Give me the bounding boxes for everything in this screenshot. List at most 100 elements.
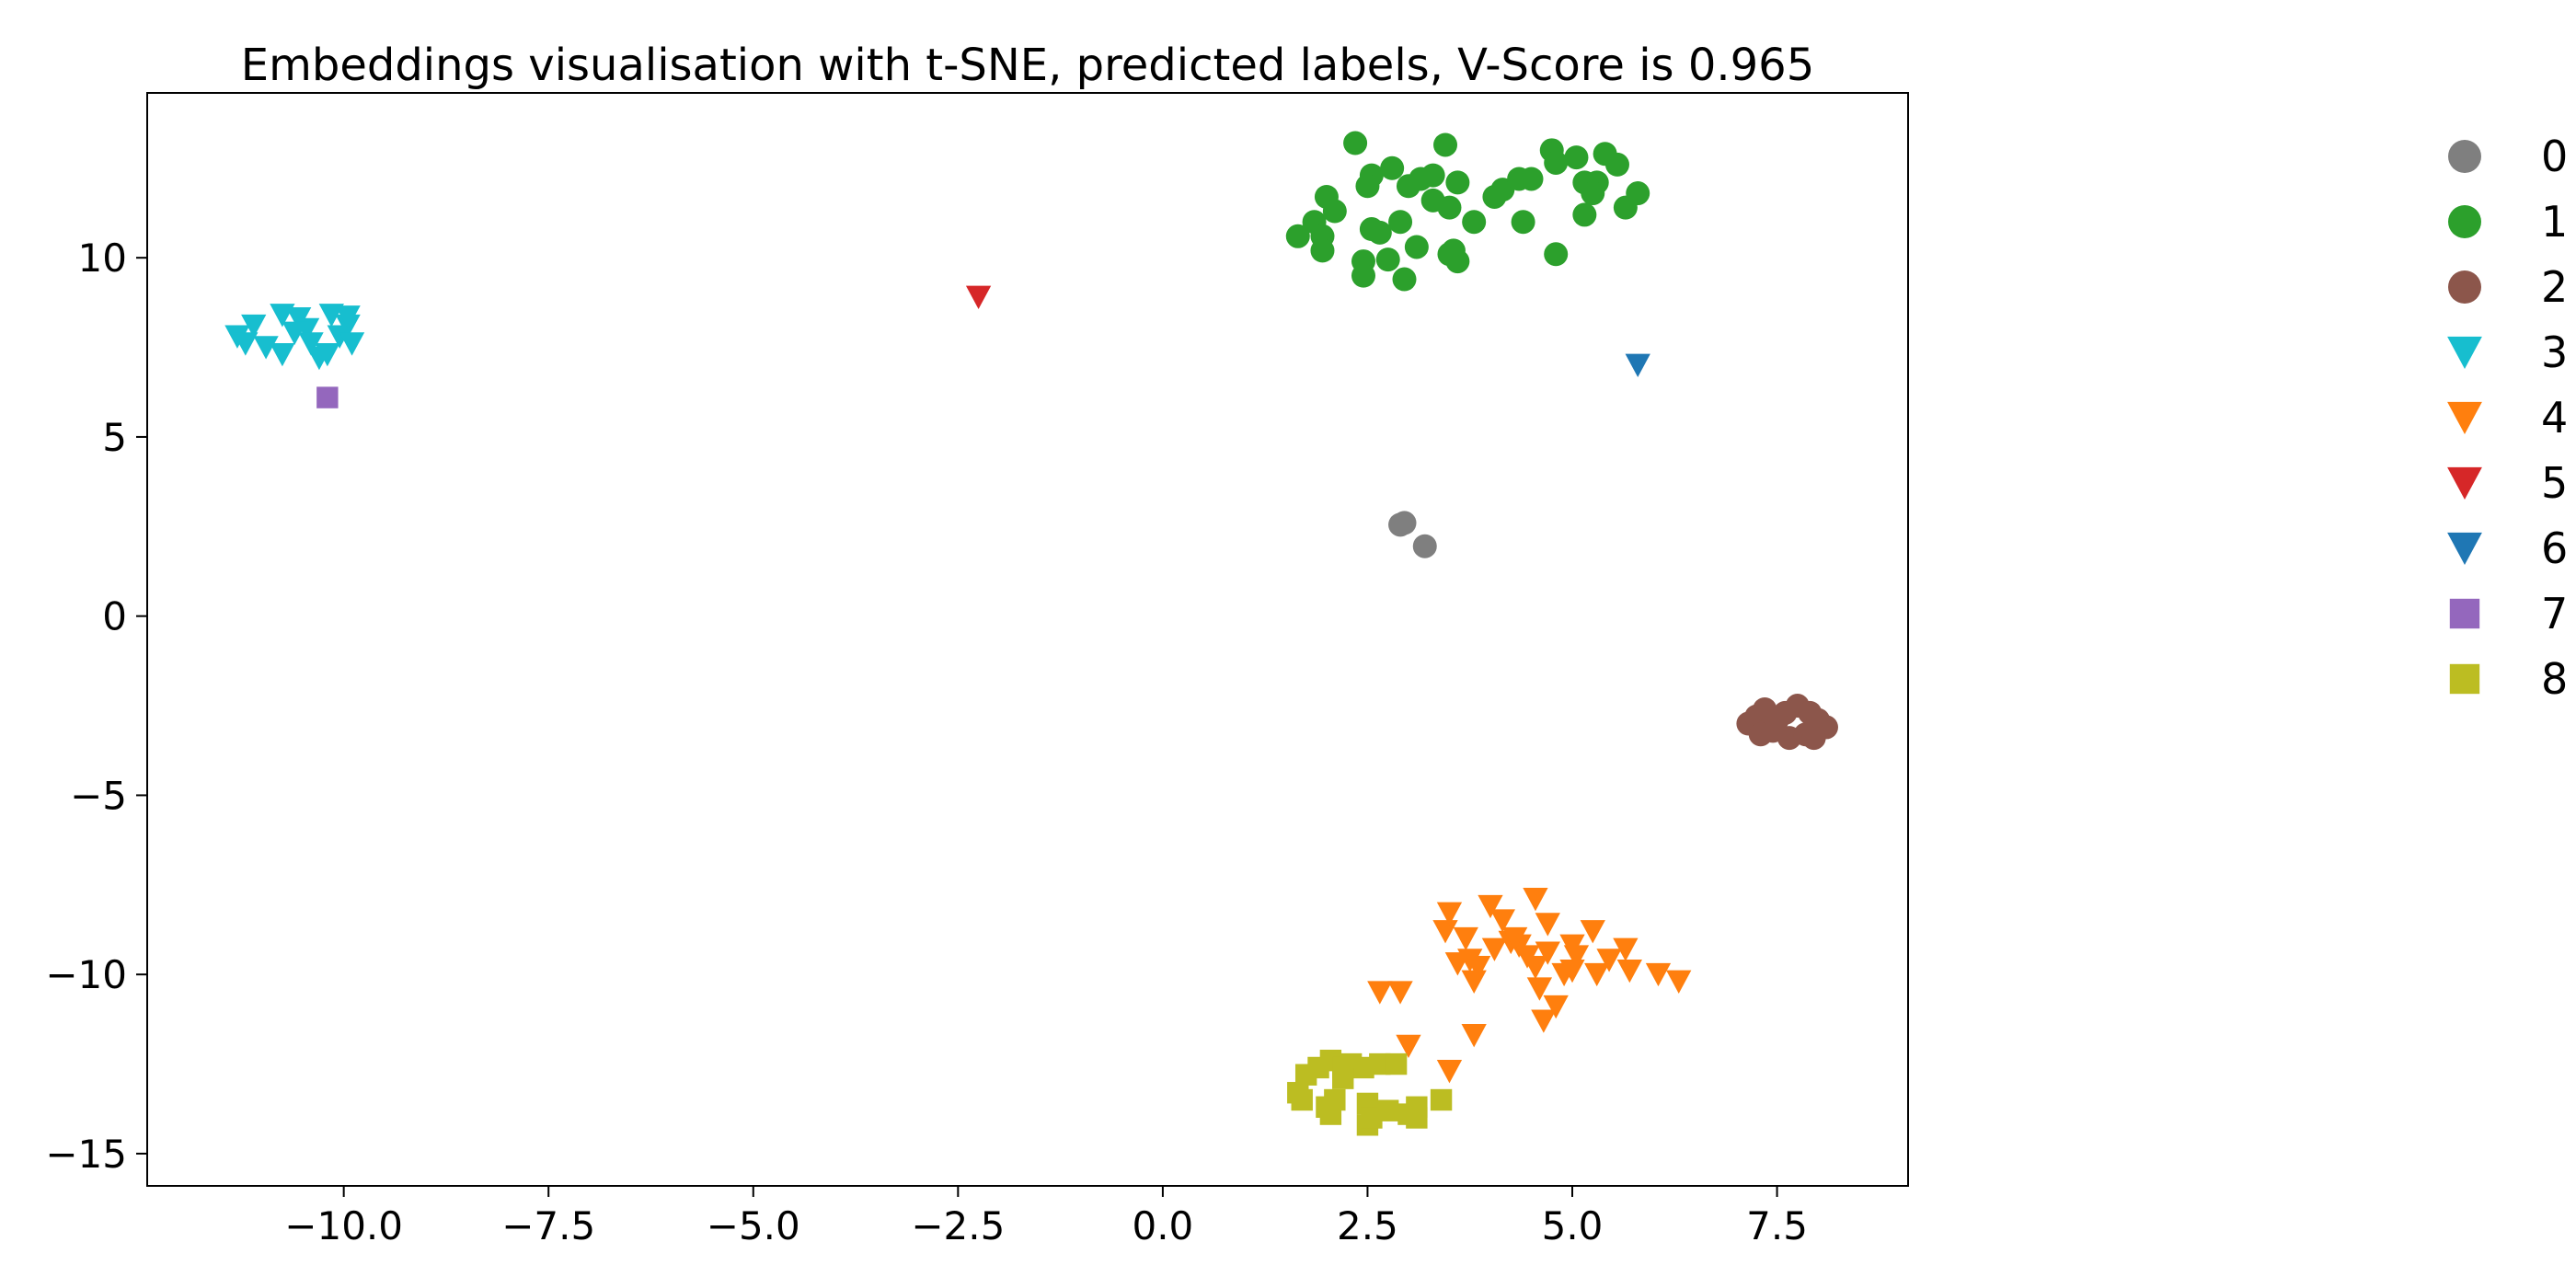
data-point-4 — [1432, 920, 1458, 944]
legend-marker — [2447, 401, 2482, 434]
series-3 — [224, 304, 365, 371]
data-point-1 — [1367, 220, 1392, 245]
x-tick-label: −2.5 — [911, 1203, 1005, 1248]
legend-label: 6 — [2541, 523, 2568, 573]
data-point-4 — [1580, 920, 1605, 944]
data-point-8 — [1361, 1107, 1383, 1129]
data-point-4 — [1616, 959, 1642, 983]
data-point-1 — [1544, 150, 1569, 175]
series-4 — [1367, 888, 1692, 1084]
data-point-3 — [253, 336, 279, 360]
data-point-2 — [1765, 707, 1789, 732]
data-point-1 — [1380, 155, 1405, 180]
data-point-4 — [1543, 995, 1569, 1019]
data-point-3 — [339, 332, 365, 356]
data-point-1 — [1351, 263, 1375, 288]
data-point-1 — [1462, 210, 1487, 235]
x-tick-label: 0.0 — [1132, 1203, 1193, 1248]
data-point-8 — [1291, 1088, 1313, 1111]
y-tick-label: −5 — [70, 773, 127, 818]
data-point-8 — [1430, 1088, 1453, 1111]
legend-marker — [2448, 205, 2481, 238]
data-point-4 — [1523, 956, 1548, 980]
data-point-4 — [1526, 977, 1553, 1001]
data-point-1 — [1511, 210, 1535, 235]
data-point-4 — [1453, 926, 1478, 951]
data-point-8 — [1332, 1067, 1354, 1089]
data-point-1 — [1581, 181, 1605, 206]
y-tick-label: 0 — [102, 594, 127, 639]
data-point-1 — [1445, 170, 1470, 195]
data-point-1 — [1375, 247, 1400, 272]
data-point-4 — [1596, 949, 1622, 972]
legend-item-2: 2 — [2448, 262, 2568, 312]
legend-label: 7 — [2541, 589, 2568, 638]
data-point-5 — [965, 285, 992, 309]
data-point-0 — [1412, 534, 1437, 558]
legend-marker — [2449, 598, 2480, 629]
data-point-1 — [1322, 199, 1347, 224]
y-axis: −15 −10 −5 0 5 10 — [45, 236, 147, 1177]
data-point-4 — [1535, 941, 1560, 965]
series-8 — [1287, 1049, 1453, 1136]
legend-marker — [2447, 336, 2482, 369]
data-point-4 — [1502, 926, 1528, 951]
legend-label: 1 — [2541, 197, 2568, 247]
data-point-1 — [1445, 249, 1470, 274]
legend-marker — [2447, 466, 2482, 500]
legend-item-6: 6 — [2447, 523, 2568, 573]
legend-label: 2 — [2541, 262, 2568, 312]
legend-marker — [2448, 140, 2481, 173]
data-point-4 — [1461, 1024, 1487, 1048]
data-point-1 — [1544, 242, 1569, 267]
data-point-3 — [241, 314, 267, 339]
data-point-1 — [1613, 195, 1638, 220]
legend-label: 5 — [2541, 458, 2568, 508]
data-point-1 — [1355, 174, 1380, 199]
data-point-1 — [1343, 131, 1368, 155]
data-point-7 — [316, 386, 339, 408]
data-point-4 — [1465, 956, 1491, 980]
data-point-4 — [1478, 894, 1503, 919]
data-point-1 — [1564, 145, 1589, 170]
data-point-4 — [1387, 981, 1413, 1005]
data-point-4 — [1367, 981, 1393, 1005]
plot-area — [146, 92, 1909, 1187]
data-point-4 — [1396, 1034, 1421, 1059]
legend-label: 3 — [2541, 328, 2568, 377]
data-point-1 — [1388, 210, 1413, 235]
series-6 — [1625, 353, 1650, 377]
series-1 — [1285, 131, 1650, 292]
data-point-3 — [270, 342, 295, 367]
x-tick-label: −7.5 — [501, 1203, 595, 1248]
data-point-4 — [1461, 970, 1487, 994]
data-point-1 — [1437, 195, 1462, 220]
data-point-2 — [1801, 726, 1826, 751]
series-5 — [965, 285, 992, 309]
data-point-3 — [233, 332, 259, 356]
data-point-6 — [1625, 353, 1650, 377]
data-point-4 — [1666, 970, 1692, 994]
data-point-3 — [315, 342, 340, 367]
legend-item-5: 5 — [2447, 458, 2568, 508]
data-point-4 — [1489, 909, 1515, 933]
legend-item-0: 0 — [2448, 132, 2568, 181]
data-points — [224, 131, 1838, 1136]
legend-label: 0 — [2541, 132, 2568, 181]
legend: 0 1 2 3 4 5 6 7 8 — [2447, 132, 2568, 704]
data-point-4 — [1523, 888, 1548, 912]
legend-item-1: 1 — [2448, 197, 2568, 247]
data-point-4 — [1613, 937, 1639, 961]
data-point-8 — [1352, 1056, 1374, 1079]
data-point-1 — [1433, 132, 1458, 157]
data-point-8 — [1369, 1052, 1391, 1075]
legend-marker — [2448, 270, 2481, 304]
data-point-4 — [1436, 1060, 1463, 1084]
data-point-0 — [1388, 512, 1413, 537]
series-7 — [316, 386, 339, 408]
data-point-8 — [1377, 1099, 1399, 1121]
data-point-1 — [1404, 235, 1429, 259]
data-point-8 — [1385, 1052, 1408, 1075]
data-point-4 — [1584, 962, 1610, 987]
